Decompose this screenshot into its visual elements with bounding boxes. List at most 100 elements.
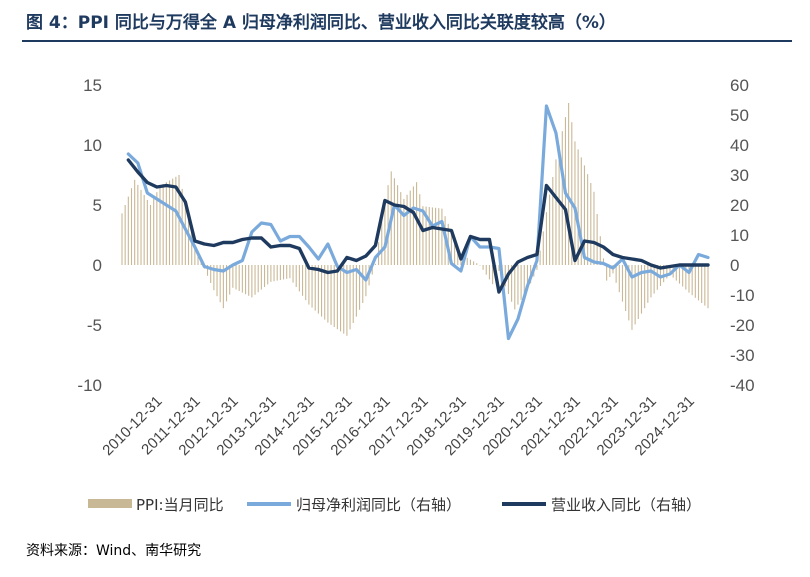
ppi-bar [485, 265, 487, 275]
ppi-bar [549, 194, 551, 265]
ppi-bar [488, 265, 490, 280]
ppi-bar [340, 265, 342, 332]
right-tick-label: 10 [730, 226, 749, 245]
ppi-bar [441, 208, 443, 265]
ppi-bar [400, 192, 402, 265]
ppi-bars [121, 103, 709, 336]
ppi-bar [694, 265, 696, 298]
ppi-bar [587, 174, 589, 265]
ppi-bar [526, 265, 528, 291]
ppi-bar [666, 265, 668, 279]
ppi-bar [454, 239, 456, 265]
left-tick-label: 15 [83, 76, 102, 95]
ppi-bar [536, 265, 538, 270]
ppi-bar [232, 265, 234, 288]
ppi-bar [606, 265, 608, 281]
ppi-bar [349, 265, 351, 330]
right-tick-label: -10 [730, 286, 755, 305]
ppi-bar [137, 184, 139, 265]
ppi-bar [308, 265, 310, 305]
ppi-bar [359, 265, 361, 310]
x-axis-ticks: 2010-12-312011-12-312012-12-312013-12-31… [99, 393, 697, 459]
ppi-bar [263, 265, 266, 287]
ppi-bar [542, 231, 544, 265]
ppi-bar [149, 205, 152, 265]
ppi-bar [321, 265, 323, 317]
ppi-bar [539, 250, 541, 265]
ppi-bar [257, 265, 259, 293]
ppi-bar [574, 141, 576, 265]
ppi-bar [130, 188, 133, 265]
ppi-bar [637, 265, 639, 319]
ppi-bar [476, 263, 478, 265]
ppi-bar [615, 265, 617, 283]
ppi-bar [283, 265, 285, 280]
ppi-bar [545, 212, 547, 265]
left-axis-ticks: 15 10 5 0 -5 -10 [77, 76, 102, 395]
ppi-bar [124, 205, 126, 265]
ppi-bar [552, 177, 554, 265]
ppi-bar [701, 265, 703, 303]
legend: PPI:当月同比 归母净利润同比（右轴） 营业收入同比（右轴） [88, 496, 701, 514]
ppi-bar [403, 199, 405, 265]
ppi-bar [153, 198, 155, 265]
ppi-bar [187, 216, 190, 265]
ppi-bar [244, 265, 247, 295]
ppi-bar [159, 185, 161, 265]
ppi-bar [492, 265, 494, 285]
revenue-line [126, 158, 710, 294]
ppi-bar [406, 194, 408, 265]
ppi-bar [206, 265, 209, 276]
ppi-bar [197, 252, 199, 265]
ppi-bar [162, 184, 164, 265]
ppi-bar [628, 265, 630, 321]
ppi-bar [276, 265, 278, 281]
ppi-bar [663, 265, 665, 283]
ppi-bar [571, 122, 573, 265]
ppi-bar [431, 207, 433, 265]
ppi-bar [330, 265, 332, 325]
ppi-bar [640, 265, 643, 314]
ppi-bar [216, 265, 218, 297]
ppi-bar [561, 131, 563, 265]
ppi-bar [504, 265, 506, 287]
ppi-bar [691, 265, 693, 296]
ppi-bar [295, 265, 297, 287]
ppi-bar [140, 189, 142, 265]
ppi-bar [412, 186, 414, 265]
ppi-bar [175, 176, 177, 265]
legend-label-ppi: PPI:当月同比 [136, 496, 224, 514]
ppi-bar [688, 265, 690, 293]
ppi-bar [184, 202, 186, 265]
ppi-bar [580, 157, 582, 265]
left-tick-label: 5 [93, 196, 102, 215]
right-tick-label: 30 [730, 166, 749, 185]
right-axis-ticks: 60 50 40 30 20 10 0 -10 -20 -30 -40 [730, 76, 755, 395]
ppi-bar [428, 207, 430, 265]
ppi-bar [650, 265, 652, 298]
ppi-bar [697, 265, 700, 301]
ppi-bar [273, 265, 275, 282]
left-tick-label: 0 [93, 256, 102, 275]
ppi-bar [181, 188, 183, 265]
ppi-bar [324, 265, 326, 320]
right-tick-label: 50 [730, 106, 749, 125]
ppi-bar [602, 258, 605, 265]
ppi-bar [707, 265, 709, 309]
ppi-bar [270, 265, 272, 282]
ppi-bar [165, 182, 167, 265]
right-tick-label: -40 [730, 376, 755, 395]
ppi-bar [289, 265, 291, 279]
ppi-bar [352, 265, 354, 323]
ppi-bar [409, 190, 411, 265]
ppi-bar [279, 265, 281, 280]
left-tick-label: 10 [83, 136, 102, 155]
ppi-bar [704, 265, 706, 306]
ppi-bar [298, 265, 300, 292]
ppi-bar [317, 265, 319, 314]
ppi-bar [355, 265, 357, 317]
ppi-bar [609, 265, 611, 277]
ppi-bar [653, 265, 655, 294]
ppi-bar [514, 265, 516, 310]
ppi-bar [631, 265, 633, 330]
